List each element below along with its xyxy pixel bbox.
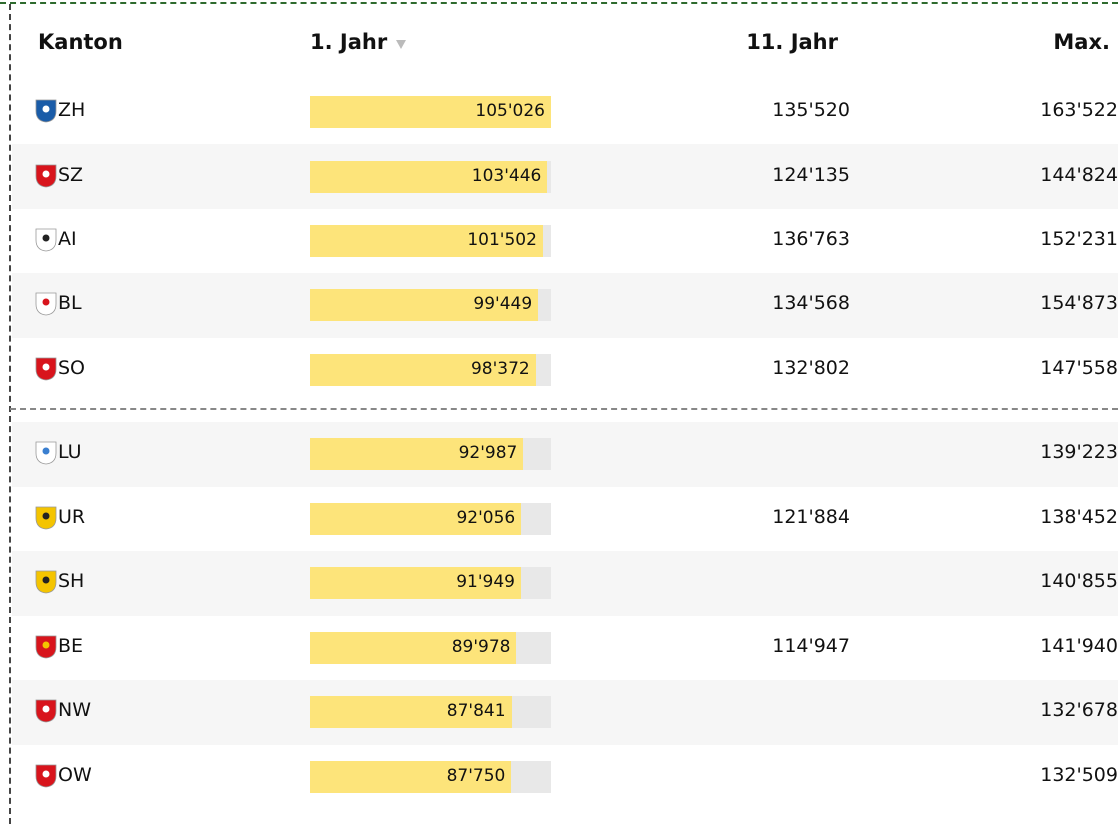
canton-name: LU <box>58 441 82 464</box>
header-max[interactable]: Max. <box>1053 30 1110 54</box>
canton-flag <box>35 699 57 723</box>
canton-flag <box>35 164 57 187</box>
bar-label: 92'987 <box>458 443 518 464</box>
table-row: LU 92'987 139'223 <box>12 422 1118 487</box>
canton-flag <box>35 357 57 381</box>
canton-name: AI <box>58 227 77 250</box>
max: 141'940 <box>1040 634 1118 657</box>
header-eleventh-year[interactable]: 11. Jahr <box>746 30 838 54</box>
max: 144'824 <box>1040 163 1118 186</box>
bar <box>310 631 517 664</box>
table-row: UR 92'056 121'884 138'452 <box>12 486 1118 551</box>
canton-name: OW <box>58 763 92 786</box>
bar <box>310 289 539 322</box>
bar-label: 92'056 <box>456 507 516 528</box>
max: 139'223 <box>1040 441 1118 464</box>
max: 132'678 <box>1040 699 1118 722</box>
eleventh-year: 136'763 <box>772 227 850 250</box>
group-separator <box>10 408 1118 410</box>
eleventh-year: 132'802 <box>772 356 850 379</box>
canton-name: BL <box>58 292 82 315</box>
eleventh-year: 135'520 <box>772 99 850 122</box>
left-border <box>9 4 11 824</box>
max: 154'873 <box>1040 292 1118 315</box>
canton-name: ZH <box>58 99 86 122</box>
bar <box>310 224 543 257</box>
header-kanton[interactable]: Kanton <box>38 30 123 54</box>
canton-name: SH <box>58 570 85 593</box>
canton-flag <box>35 441 57 465</box>
canton-name: SO <box>58 356 86 379</box>
canton-flag <box>35 764 57 788</box>
bar <box>310 696 512 729</box>
canton-flag <box>35 635 57 659</box>
table-row: ZH 105'026 135'520 163'522 <box>12 80 1118 145</box>
max: 147'558 <box>1040 356 1118 379</box>
eleventh-year: 121'884 <box>772 505 850 528</box>
bar-label: 101'502 <box>467 229 537 250</box>
table-row: SO 98'372 132'802 147'558 <box>12 337 1118 402</box>
table-row: OW 87'750 132'509 <box>12 744 1118 809</box>
table-row: BL 99'449 134'568 154'873 <box>12 273 1118 338</box>
eleventh-year: 124'135 <box>772 163 850 186</box>
table-row: SZ 103'446 124'135 144'824 <box>12 144 1118 209</box>
canton-name: SZ <box>58 163 84 186</box>
bar-label: 105'026 <box>475 101 545 122</box>
max: 138'452 <box>1040 505 1118 528</box>
bar-label: 87'841 <box>446 701 506 722</box>
max: 163'522 <box>1040 99 1118 122</box>
canton-name: BE <box>58 634 84 657</box>
bar <box>310 438 524 471</box>
header-first-year[interactable]: 1. Jahr <box>310 30 388 54</box>
table-row: AI 101'502 136'763 152'231 <box>12 208 1118 274</box>
table-row: NW 87'841 132'678 <box>12 680 1118 745</box>
sort-arrow <box>396 40 406 49</box>
canton-flag <box>35 99 57 123</box>
bar <box>310 353 536 386</box>
bar-label: 91'949 <box>456 572 515 593</box>
eleventh-year: 134'568 <box>772 292 850 315</box>
canton-flag <box>35 292 57 316</box>
canton-flag <box>35 570 57 594</box>
max: 140'855 <box>1040 570 1118 593</box>
bar <box>310 567 521 600</box>
bar-label: 103'446 <box>471 165 542 186</box>
bar <box>310 160 548 193</box>
canton-flag <box>35 228 57 252</box>
bar-label: 98'372 <box>470 358 530 379</box>
canton-name: UR <box>58 505 86 528</box>
max: 152'231 <box>1040 227 1118 250</box>
bar <box>310 96 551 129</box>
eleventh-year: 114'947 <box>772 634 850 657</box>
bar-label: 99'449 <box>473 294 533 315</box>
canton-flag <box>35 506 57 530</box>
table-row: BE 89'978 114'947 141'940 <box>12 615 1118 680</box>
bar <box>310 760 512 793</box>
top-border <box>0 2 1118 4</box>
bar <box>310 502 522 535</box>
max: 132'509 <box>1040 763 1118 786</box>
bar-label: 89'978 <box>451 636 511 657</box>
table-row: SH 91'949 140'855 <box>12 551 1118 616</box>
bar-label: 87'750 <box>446 765 506 786</box>
canton-name: NW <box>58 699 91 722</box>
